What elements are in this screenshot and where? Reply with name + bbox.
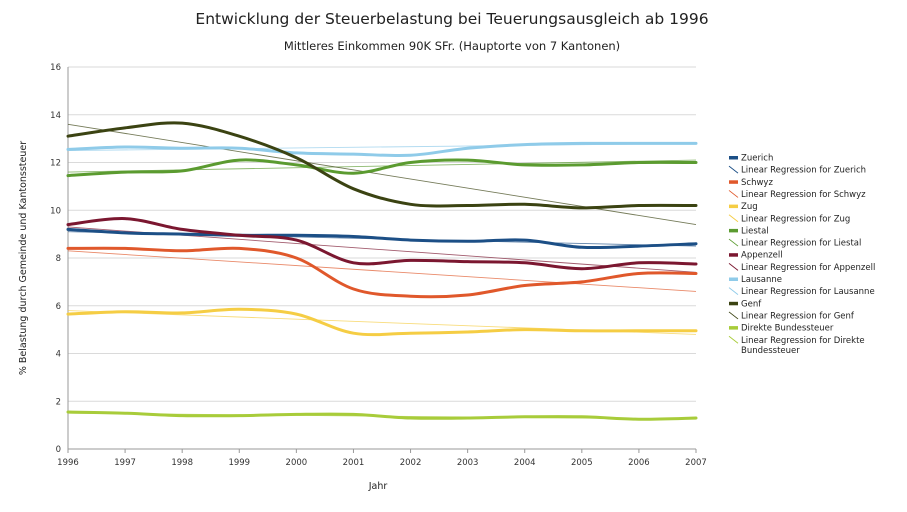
series-line-direkte-bundessteuer: [66, 410, 698, 421]
legend-reg-label-schwyz: Linear Regression for Schwyz: [741, 190, 866, 200]
y-tick-label: 14: [50, 111, 61, 121]
x-tick-label: 1996: [57, 458, 79, 468]
regression-line-schwyz: [67, 250, 697, 292]
legend-reg-label-zug: Linear Regression for Zug: [741, 214, 850, 224]
y-tick-label: 8: [56, 254, 61, 264]
legend-label-direkte-bundessteuer: Direkte Bundessteuer: [741, 324, 834, 334]
legend-reg-label-genf: Linear Regression for Genf: [741, 311, 855, 321]
y-axis-label: % Belastung durch Gemeinde und Kantonsst…: [18, 141, 29, 375]
x-tick-label: 2004: [514, 458, 536, 468]
x-tick-label: 2001: [343, 458, 365, 468]
legend-reg-swatch-direkte-bundessteuer: [728, 335, 739, 344]
legend-reg-swatch-zuerich: [728, 165, 739, 174]
legend-swatch-appenzell: [729, 253, 738, 257]
legend-label-zug: Zug: [741, 202, 758, 212]
legend-reg-label-liestal: Linear Regression for Liestal: [741, 239, 861, 249]
series-line-zug: [66, 307, 698, 337]
legend-swatch-liestal: [729, 228, 738, 233]
legend-reg-label-lausanne: Linear Regression for Lausanne: [741, 287, 875, 297]
legend-swatch-zug: [729, 204, 738, 209]
x-tick-label: 2007: [685, 458, 707, 468]
x-tick-label: 2005: [571, 458, 593, 468]
legend-reg-swatch-genf: [728, 311, 739, 320]
x-tick-label: 1999: [228, 458, 250, 468]
gridlines: [67, 66, 697, 453]
regression-line-genf: [67, 123, 697, 226]
x-tick-label: 2000: [286, 458, 308, 468]
legend-reg-label-direkte-bundessteuer: Linear Regression for Direkte: [741, 336, 865, 346]
legend-reg-swatch-liestal: [728, 238, 739, 247]
legend-reg-swatch-schwyz: [728, 190, 739, 198]
chart-subtitle: Mittleres Einkommen 90K SFr. (Hauptorte …: [284, 39, 620, 53]
y-tick-label: 2: [56, 397, 61, 407]
legend-reg-label-appenzell: Linear Regression for Appenzell: [741, 263, 875, 273]
legend-swatch-zuerich: [729, 156, 738, 160]
legend: Zuerich Linear Regression for Zuerich Schw…: [728, 154, 875, 356]
series-line-lausanne: [66, 141, 698, 158]
chart-title: Entwicklung der Steuerbelastung bei Teue…: [195, 10, 708, 28]
x-tick-label: 1997: [114, 458, 136, 468]
legend-swatch-genf: [729, 301, 738, 306]
x-tick-label: 2003: [457, 458, 479, 468]
x-tick-label: 2002: [400, 458, 422, 468]
y-tick-label: 4: [56, 350, 61, 360]
legend-reg-label-direkte-bundessteuer: Bundessteuer: [741, 346, 800, 356]
series-lines: [66, 121, 698, 421]
legend-reg-label-zuerich: Linear Regression for Zuerich: [741, 166, 866, 176]
y-tick-label: 6: [56, 302, 61, 312]
legend-swatch-lausanne: [729, 277, 738, 281]
legend-label-schwyz: Schwyz: [741, 178, 773, 188]
y-tick-label: 12: [50, 159, 61, 169]
series-line-appenzell: [66, 217, 698, 271]
x-tick-label: 1998: [171, 458, 193, 468]
legend-label-appenzell: Appenzell: [741, 251, 783, 261]
series-line-liestal: [66, 158, 698, 178]
legend-reg-swatch-appenzell: [728, 262, 739, 271]
series-line-genf: [66, 121, 698, 210]
y-tick-label: 10: [50, 206, 61, 216]
legend-swatch-direkte-bundessteuer: [729, 326, 738, 330]
legend-label-lausanne: Lausanne: [741, 275, 782, 285]
series-line-schwyz: [66, 246, 698, 299]
y-tick-label: 16: [50, 63, 61, 73]
legend-swatch-schwyz: [729, 180, 738, 184]
legend-label-liestal: Liestal: [741, 226, 769, 236]
legend-reg-swatch-lausanne: [728, 287, 739, 296]
x-axis-label: Jahr: [368, 481, 388, 492]
legend-label-zuerich: Zuerich: [741, 154, 773, 164]
x-tick-label: 2006: [628, 458, 650, 468]
series-line-zuerich: [66, 227, 698, 250]
regression-line-liestal: [67, 159, 697, 173]
y-tick-label: 0: [56, 445, 61, 455]
x-axis-ticks: 1996 1997 1998 1999 2000 2001 2002 2003 2004 2005…: [57, 458, 707, 468]
legend-label-genf: Genf: [741, 299, 762, 309]
legend-reg-swatch-zug: [728, 214, 739, 223]
y-axis-ticks: 0 2 4 6 8 10 12 14 16: [50, 63, 61, 455]
